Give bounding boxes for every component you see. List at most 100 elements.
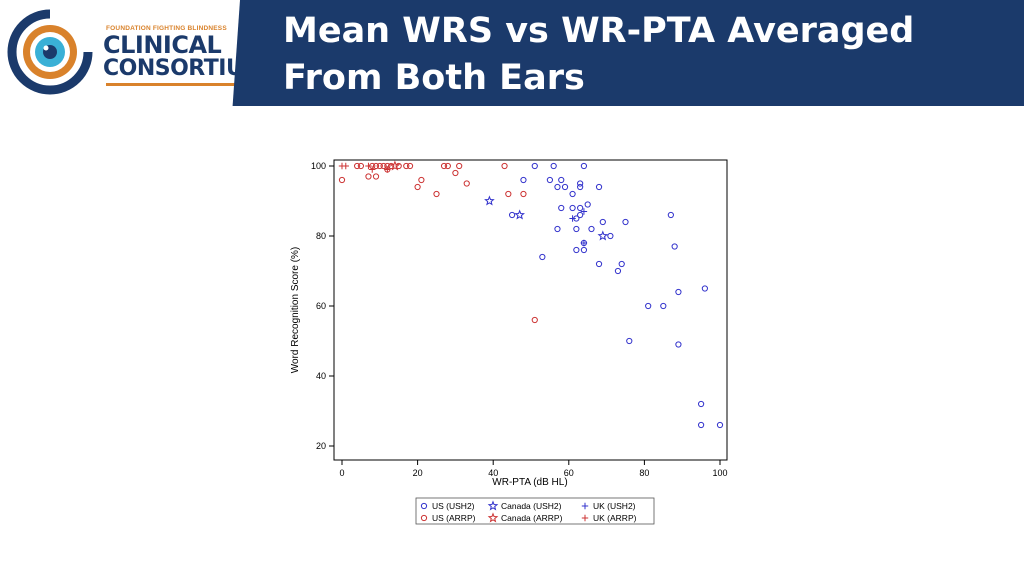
data-point <box>595 260 603 268</box>
data-point <box>698 421 705 429</box>
data-point <box>554 183 561 191</box>
data-point <box>569 190 576 198</box>
legend-label: Canada (ARRP) <box>501 513 563 523</box>
plot-frame <box>333 159 728 461</box>
data-point <box>595 183 603 191</box>
data-point <box>580 239 588 247</box>
legend-marker <box>581 514 589 522</box>
data-point <box>716 421 724 429</box>
data-point <box>569 215 576 222</box>
data-point <box>577 183 584 191</box>
data-point <box>599 218 606 226</box>
data-point <box>597 230 609 241</box>
y-axis-label: Word Recognition Score (%) <box>290 247 301 374</box>
data-point <box>675 288 682 296</box>
data-point <box>580 246 588 254</box>
data-point <box>403 162 410 170</box>
y-tick-label: 20 <box>316 441 326 451</box>
data-point <box>577 180 584 187</box>
data-point <box>577 211 584 219</box>
data-point <box>618 260 625 268</box>
data-point <box>660 302 667 310</box>
y-tick-label: 60 <box>316 301 326 311</box>
data-point <box>384 166 391 173</box>
data-point <box>546 176 553 184</box>
data-point <box>554 225 561 233</box>
data-point <box>433 190 440 198</box>
x-tick-label: 0 <box>339 468 344 478</box>
y-tick-label: 80 <box>316 231 326 241</box>
x-tick-label: 80 <box>639 468 649 478</box>
data-point <box>607 232 614 240</box>
data-point <box>484 195 495 206</box>
y-tick-label: 100 <box>311 161 326 171</box>
legend-label: US (USH2) <box>432 501 475 511</box>
logo-word-clinical: CLINICAL <box>103 31 222 59</box>
legend-marker <box>420 502 428 510</box>
data-point <box>514 209 525 220</box>
data-point <box>372 173 380 180</box>
data-point <box>456 162 463 170</box>
data-point <box>414 183 421 191</box>
legend-label: UK (USH2) <box>593 501 636 511</box>
data-point <box>354 162 361 170</box>
legend-marker <box>487 512 499 523</box>
data-point <box>580 162 588 170</box>
data-point <box>444 162 451 170</box>
data-point <box>406 162 414 170</box>
x-tick-label: 100 <box>712 468 727 478</box>
legend-marker <box>487 500 499 511</box>
x-axis-label: WR-PTA (dB HL) <box>492 477 567 488</box>
legend-box <box>415 497 655 525</box>
data-point <box>357 162 365 170</box>
data-point <box>501 162 508 170</box>
slide-title-line-1: Mean WRS vs WR-PTA Averaged <box>283 11 915 51</box>
data-point <box>418 176 425 184</box>
scatter-chart-svg: 0 20 40 60 80 100 20 40 60 80 100 WR-PTA (dB HL) W… <box>290 159 728 525</box>
data-point <box>520 190 527 198</box>
data-point <box>388 162 395 170</box>
data-point <box>614 267 622 275</box>
data-point <box>531 162 538 170</box>
data-point <box>622 218 629 226</box>
data-point <box>569 204 576 212</box>
data-point <box>675 341 682 348</box>
legend-label: US (ARRP) <box>432 513 476 523</box>
logo: FOUNDATION FIGHTING BLINDNESS CLINICAL C… <box>0 0 265 106</box>
data-point <box>701 285 708 292</box>
y-tick-label: 40 <box>316 371 326 381</box>
data-point <box>698 400 705 408</box>
legend-label: Canada (USH2) <box>501 501 562 511</box>
data-point <box>389 160 401 171</box>
data-point <box>365 162 372 170</box>
legend-marker <box>581 502 589 510</box>
data-point <box>509 211 516 219</box>
data-point <box>671 243 678 250</box>
data-point <box>440 162 448 170</box>
data-point <box>369 166 376 173</box>
x-tick-label: 20 <box>413 468 423 478</box>
data-point <box>452 169 459 177</box>
data-point <box>584 201 591 208</box>
logo-rule <box>106 83 238 86</box>
slide-title-line-2: From Both Ears <box>283 58 585 98</box>
data-point <box>577 204 584 212</box>
slide-title: Mean WRS vs WR-PTA Averaged From Both Ea… <box>283 8 983 102</box>
data-point <box>338 176 346 184</box>
x-tick-label: 60 <box>564 468 574 478</box>
data-point <box>395 162 402 170</box>
data-point <box>558 176 565 184</box>
logo-tagline: FOUNDATION FIGHTING BLINDNESS <box>106 25 227 32</box>
data-point <box>520 176 527 184</box>
data-point <box>531 316 538 324</box>
data-point <box>588 225 595 233</box>
data-point <box>372 162 380 170</box>
data-point <box>342 162 349 170</box>
data-point <box>645 302 652 310</box>
data-point <box>561 183 569 191</box>
eye-icon <box>7 9 93 95</box>
legend: US (USH2) Canada (USH2) UK (USH2) US (ARRP)… <box>415 497 655 525</box>
data-point <box>667 211 674 219</box>
data-point <box>550 162 557 170</box>
data-point <box>626 337 633 345</box>
